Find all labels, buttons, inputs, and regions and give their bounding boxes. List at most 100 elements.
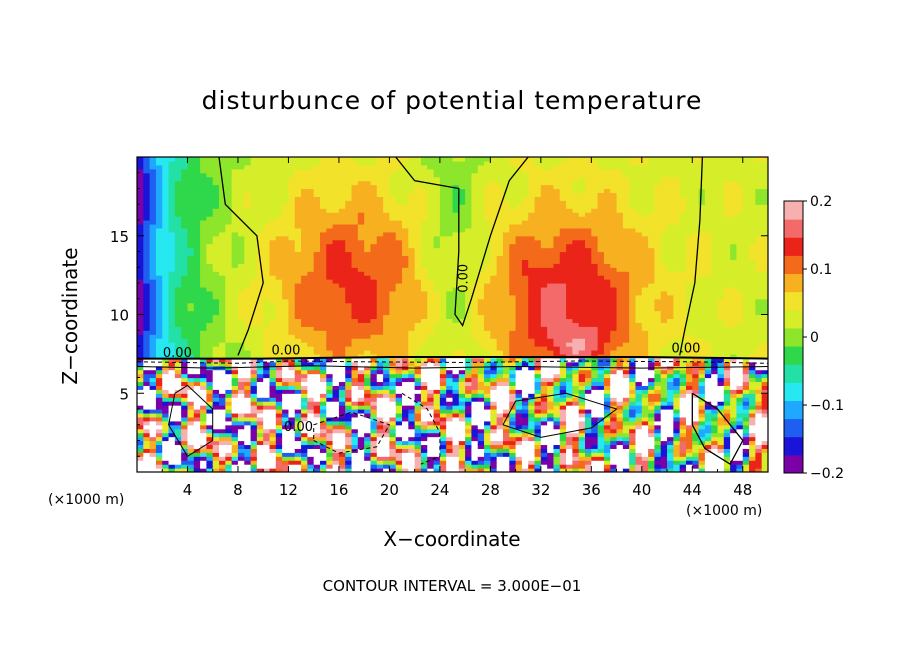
heatmap-cell bbox=[364, 200, 372, 205]
heatmap-cell bbox=[282, 243, 290, 249]
heatmap-cell bbox=[244, 290, 252, 296]
heatmap-cell bbox=[143, 220, 151, 225]
heatmap-cell bbox=[282, 164, 290, 170]
heatmap-cell bbox=[187, 160, 195, 166]
heatmap-cell bbox=[282, 440, 290, 446]
heatmap-cell bbox=[162, 263, 170, 268]
heatmap-cell bbox=[244, 247, 252, 253]
heatmap-cell bbox=[231, 279, 239, 284]
heatmap-cell bbox=[395, 342, 403, 347]
heatmap-cell bbox=[389, 318, 397, 323]
heatmap-cell bbox=[326, 157, 334, 162]
heatmap-cell bbox=[162, 231, 170, 237]
heatmap-cell bbox=[414, 302, 422, 308]
heatmap-cell bbox=[364, 369, 372, 375]
heatmap-cell bbox=[528, 452, 536, 457]
heatmap-cell bbox=[168, 271, 176, 276]
heatmap-cell bbox=[162, 251, 170, 257]
heatmap-cell bbox=[395, 251, 403, 257]
heatmap-cell bbox=[250, 432, 258, 438]
heatmap-cell bbox=[313, 377, 321, 383]
heatmap-cell bbox=[282, 393, 290, 398]
heatmap-cell bbox=[237, 259, 245, 264]
heatmap-cell bbox=[181, 259, 189, 264]
heatmap-cell bbox=[370, 223, 378, 229]
heatmap-cell bbox=[389, 164, 397, 170]
heatmap-cell bbox=[471, 444, 479, 449]
heatmap-cell bbox=[389, 263, 397, 268]
heatmap-cell bbox=[408, 432, 416, 438]
heatmap-cell bbox=[357, 184, 365, 190]
heatmap-cell bbox=[193, 361, 201, 367]
heatmap-cell bbox=[294, 247, 302, 253]
heatmap-cell bbox=[200, 338, 208, 343]
heatmap-cell bbox=[174, 157, 182, 162]
heatmap-cell bbox=[364, 460, 372, 465]
heatmap-cell bbox=[275, 251, 283, 257]
heatmap-cell bbox=[389, 298, 397, 304]
heatmap-cell bbox=[237, 239, 245, 245]
heatmap-cell bbox=[364, 326, 372, 331]
heatmap-cell bbox=[206, 263, 214, 268]
heatmap-cell bbox=[155, 172, 163, 178]
heatmap-cell bbox=[402, 251, 409, 257]
heatmap-cell bbox=[219, 432, 226, 438]
heatmap-cell bbox=[477, 231, 485, 237]
heatmap-cell bbox=[162, 314, 170, 320]
heatmap-cell bbox=[439, 208, 447, 213]
heatmap-cell bbox=[408, 180, 416, 186]
heatmap-cell bbox=[206, 188, 214, 194]
heatmap-cell bbox=[471, 428, 479, 434]
heatmap-cell bbox=[509, 436, 517, 442]
heatmap-cell bbox=[496, 223, 504, 229]
heatmap-cell bbox=[490, 428, 498, 434]
heatmap-cell bbox=[515, 338, 523, 343]
heatmap-cell bbox=[414, 456, 422, 461]
heatmap-cell bbox=[496, 275, 504, 280]
heatmap-cell bbox=[364, 389, 372, 394]
heatmap-cell bbox=[200, 381, 208, 386]
heatmap-cell bbox=[326, 401, 334, 406]
heatmap-cell bbox=[376, 184, 384, 190]
heatmap-cell bbox=[414, 330, 422, 335]
heatmap-cell bbox=[237, 409, 245, 414]
heatmap-cell bbox=[200, 184, 208, 190]
heatmap-cell bbox=[250, 393, 258, 398]
heatmap-cell bbox=[490, 342, 498, 347]
heatmap-cell bbox=[332, 405, 340, 410]
heatmap-cell bbox=[376, 286, 384, 292]
heatmap-cell bbox=[256, 216, 264, 221]
heatmap-cell bbox=[193, 176, 201, 182]
heatmap-cell bbox=[484, 168, 491, 174]
heatmap-cell bbox=[402, 349, 409, 355]
heatmap-cell bbox=[364, 168, 372, 174]
heatmap-cell bbox=[458, 200, 466, 205]
heatmap-cell bbox=[395, 298, 403, 304]
heatmap-cell bbox=[465, 255, 473, 260]
heatmap-cell bbox=[395, 322, 403, 327]
heatmap-cell bbox=[408, 267, 416, 272]
heatmap-cell bbox=[294, 188, 302, 194]
heatmap-cell bbox=[326, 369, 334, 375]
heatmap-cell bbox=[490, 247, 498, 253]
heatmap-cell bbox=[225, 298, 233, 304]
heatmap-cell bbox=[477, 212, 485, 217]
heatmap-cell bbox=[282, 377, 290, 383]
heatmap-cell bbox=[307, 401, 315, 406]
heatmap-cell bbox=[155, 188, 163, 194]
heatmap-cell bbox=[515, 298, 523, 304]
heatmap-cell bbox=[408, 357, 416, 363]
heatmap-cell bbox=[193, 247, 201, 253]
heatmap-cell bbox=[345, 448, 353, 453]
heatmap-cell bbox=[345, 160, 353, 166]
heatmap-cell bbox=[427, 243, 435, 249]
heatmap-cell bbox=[351, 208, 359, 213]
heatmap-cell bbox=[496, 180, 504, 186]
heatmap-cell bbox=[402, 255, 409, 260]
heatmap-cell bbox=[187, 188, 195, 194]
heatmap-cell bbox=[162, 279, 170, 284]
heatmap-cell bbox=[496, 460, 504, 465]
heatmap-cell bbox=[231, 349, 239, 355]
heatmap-cell bbox=[187, 326, 195, 331]
heatmap-cell bbox=[256, 172, 264, 178]
